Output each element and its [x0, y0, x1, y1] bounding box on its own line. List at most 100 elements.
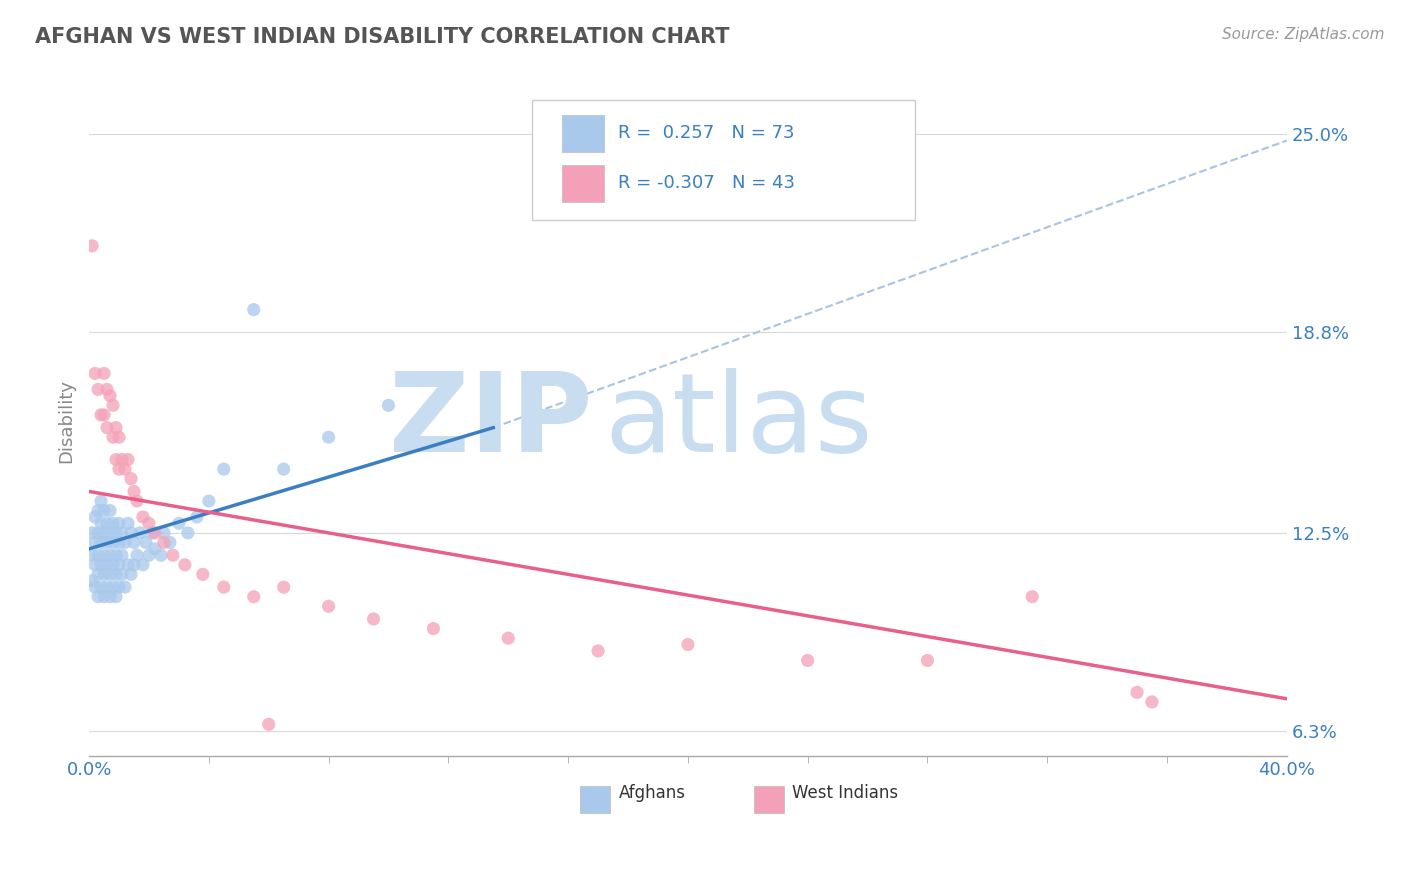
Point [87, 503, 110, 517]
Point [87, 548, 110, 562]
Point [273, 580, 295, 594]
Point [80, 548, 103, 562]
Text: R =  0.257   N = 73: R = 0.257 N = 73 [619, 124, 794, 142]
Point [212, 580, 235, 594]
Point [96, 516, 118, 531]
Point [98, 548, 121, 562]
Text: Afghans: Afghans [619, 784, 686, 802]
Point [80, 239, 103, 253]
Point [108, 462, 131, 476]
Point [1021, 590, 1043, 604]
Point [93, 367, 115, 381]
FancyBboxPatch shape [754, 787, 783, 814]
Point [101, 558, 124, 572]
Point [1140, 695, 1163, 709]
Point [167, 516, 190, 531]
Point [84, 535, 107, 549]
Point [84, 558, 107, 572]
Point [93, 408, 115, 422]
Point [105, 525, 128, 540]
Point [108, 558, 131, 572]
Point [98, 525, 121, 540]
Point [111, 452, 134, 467]
Point [143, 525, 166, 540]
Point [96, 535, 118, 549]
Y-axis label: Disability: Disability [58, 379, 75, 463]
Point [120, 525, 142, 540]
Point [87, 525, 110, 540]
Point [87, 590, 110, 604]
Point [120, 472, 142, 486]
Point [257, 717, 280, 731]
FancyBboxPatch shape [533, 100, 915, 220]
Point [159, 535, 181, 549]
Point [90, 516, 112, 531]
FancyBboxPatch shape [581, 787, 610, 814]
Point [173, 558, 195, 572]
Point [111, 567, 134, 582]
Point [117, 558, 139, 572]
Point [96, 580, 118, 594]
Point [162, 548, 184, 562]
Text: AFGHAN VS WEST INDIAN DISABILITY CORRELATION CHART: AFGHAN VS WEST INDIAN DISABILITY CORRELA… [35, 27, 730, 46]
Point [177, 525, 200, 540]
Point [93, 548, 115, 562]
Point [117, 516, 139, 531]
Point [111, 548, 134, 562]
Point [108, 430, 131, 444]
Point [318, 599, 340, 614]
Point [101, 535, 124, 549]
Point [105, 567, 128, 582]
Point [96, 558, 118, 572]
Point [135, 535, 157, 549]
Point [98, 567, 121, 582]
Point [114, 535, 136, 549]
Point [80, 525, 103, 540]
Point [120, 567, 142, 582]
Point [149, 548, 172, 562]
Point [105, 452, 128, 467]
Point [496, 631, 519, 645]
Point [101, 398, 124, 412]
Point [198, 494, 221, 508]
FancyBboxPatch shape [562, 165, 605, 202]
Point [90, 535, 112, 549]
Point [132, 558, 155, 572]
Point [138, 516, 160, 531]
Point [111, 525, 134, 540]
Point [242, 590, 264, 604]
Point [108, 535, 131, 549]
Point [101, 516, 124, 531]
Point [1126, 685, 1149, 699]
Point [93, 525, 115, 540]
Point [96, 383, 118, 397]
Point [676, 638, 699, 652]
Point [84, 580, 107, 594]
Text: Source: ZipAtlas.com: Source: ZipAtlas.com [1222, 27, 1385, 42]
Point [796, 653, 818, 667]
Text: atlas: atlas [605, 368, 873, 475]
Point [132, 510, 155, 524]
Point [98, 389, 121, 403]
Point [917, 653, 939, 667]
Point [90, 580, 112, 594]
Point [114, 462, 136, 476]
Point [153, 525, 176, 540]
Point [98, 503, 121, 517]
Point [93, 567, 115, 582]
Point [129, 525, 152, 540]
Point [143, 541, 166, 556]
Point [90, 408, 112, 422]
Point [80, 574, 103, 588]
Point [125, 494, 148, 508]
Point [90, 558, 112, 572]
Point [117, 452, 139, 467]
Text: R = -0.307   N = 43: R = -0.307 N = 43 [619, 175, 796, 193]
Point [87, 567, 110, 582]
Point [153, 535, 176, 549]
Point [84, 510, 107, 524]
Point [108, 516, 131, 531]
Point [138, 548, 160, 562]
Point [122, 535, 145, 549]
Point [105, 590, 128, 604]
